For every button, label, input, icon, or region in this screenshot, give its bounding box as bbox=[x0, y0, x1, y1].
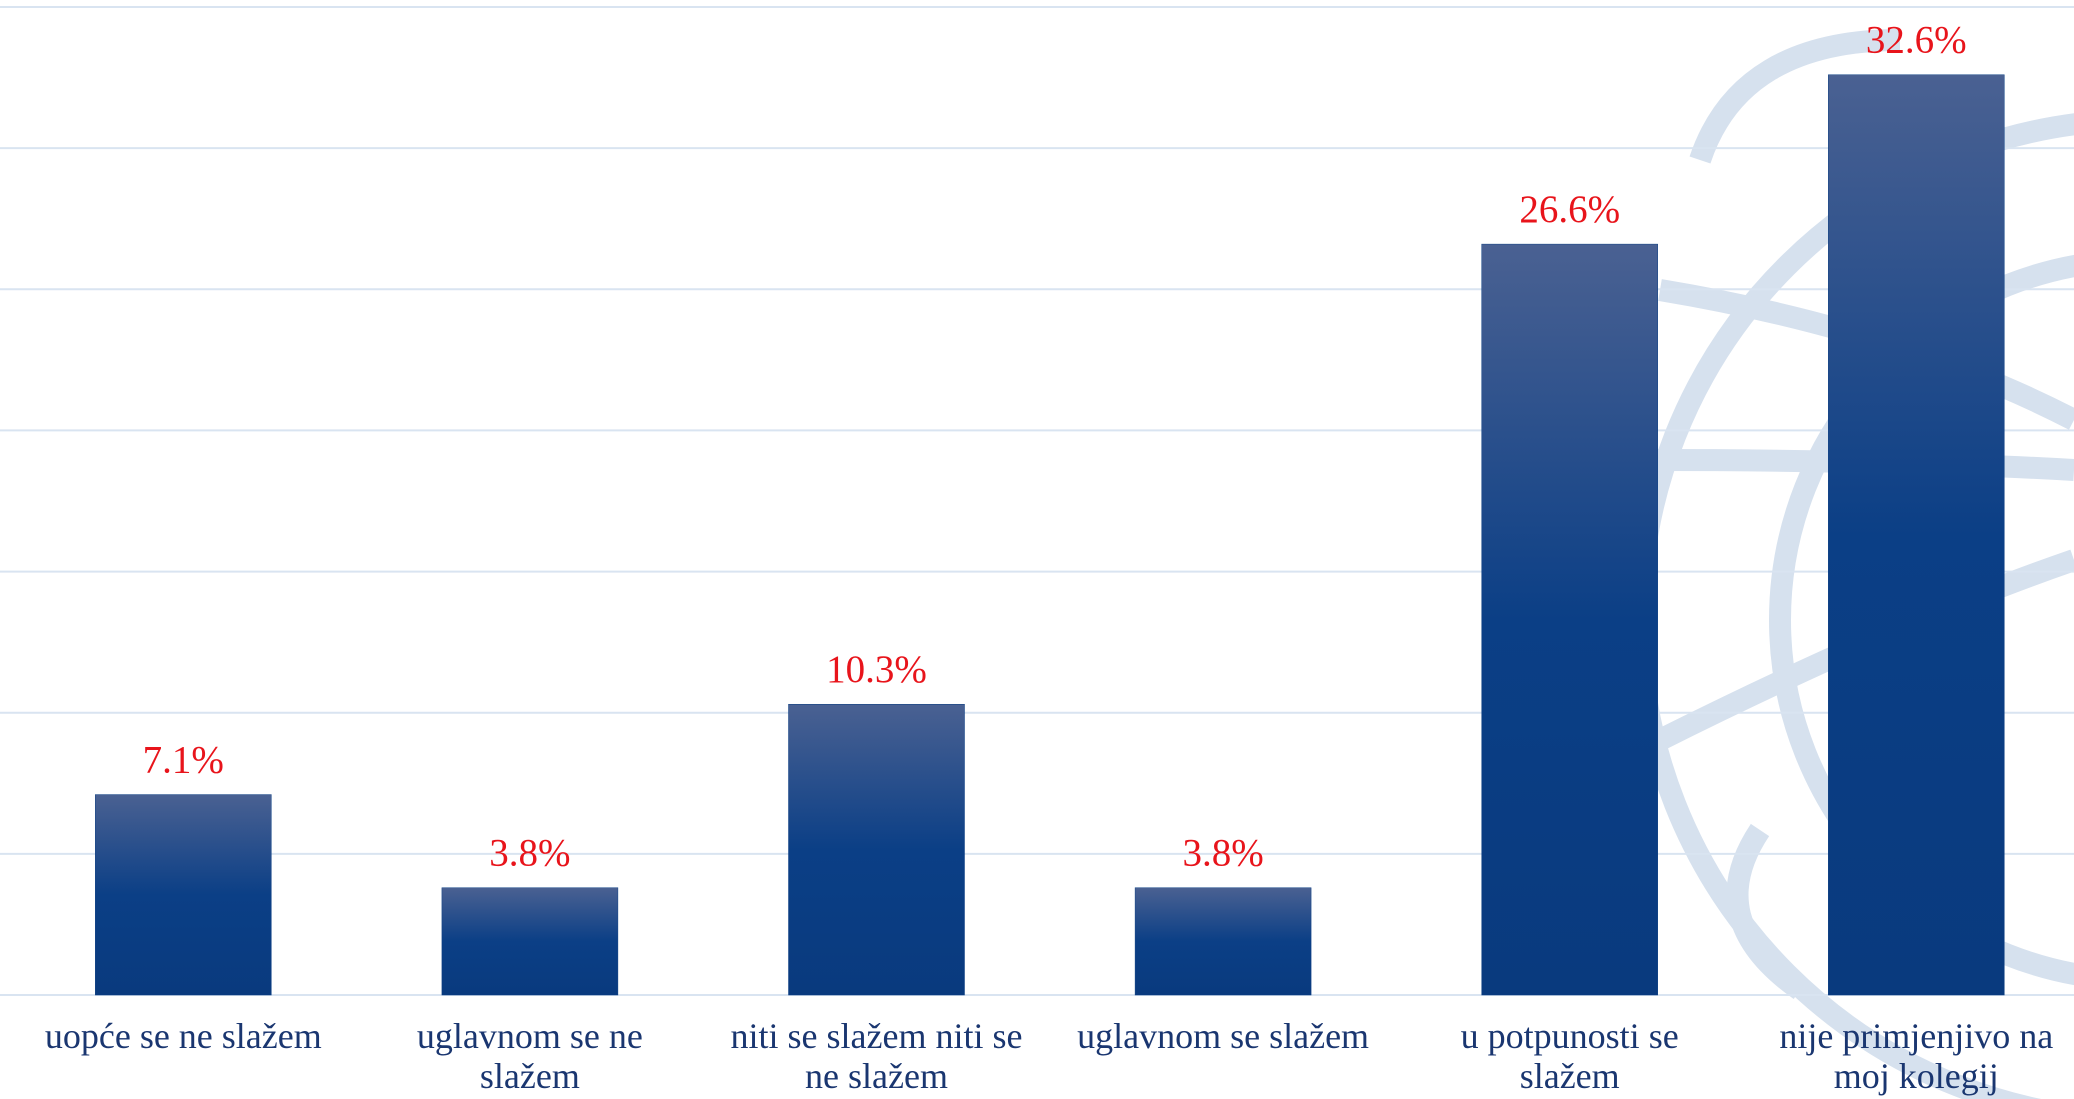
bar bbox=[789, 704, 965, 995]
x-tick-label: u potpunosti se slažem bbox=[1408, 1016, 1731, 1096]
bar bbox=[1828, 75, 2004, 995]
value-label: 3.8% bbox=[489, 832, 570, 875]
x-tick-label: uglavnom se ne slažem bbox=[369, 1016, 692, 1096]
x-tick-label: uopće se ne slažem bbox=[22, 1016, 345, 1056]
x-tick-label: uglavnom se slažem bbox=[1062, 1016, 1385, 1056]
value-label: 32.6% bbox=[1866, 19, 1967, 62]
x-tick-label: niti se slažem niti se ne slažem bbox=[715, 1016, 1038, 1096]
value-label: 10.3% bbox=[826, 648, 927, 691]
value-label: 7.1% bbox=[143, 739, 224, 782]
bar bbox=[1482, 244, 1658, 995]
bar bbox=[1135, 888, 1311, 995]
chart: 7.1% 3.8% 10.3% 3.8% 26.6% 32.6% bbox=[0, 0, 2074, 1099]
value-label: 26.6% bbox=[1519, 188, 1620, 231]
bar bbox=[95, 795, 271, 995]
x-tick-label: nije primjenjivo na moj kolegij bbox=[1755, 1016, 2074, 1096]
page: 7.1% 3.8% 10.3% 3.8% 26.6% 32.6% uopće se ne … bbox=[0, 0, 2074, 1099]
value-label: 3.8% bbox=[1182, 832, 1263, 875]
bar bbox=[442, 888, 618, 995]
